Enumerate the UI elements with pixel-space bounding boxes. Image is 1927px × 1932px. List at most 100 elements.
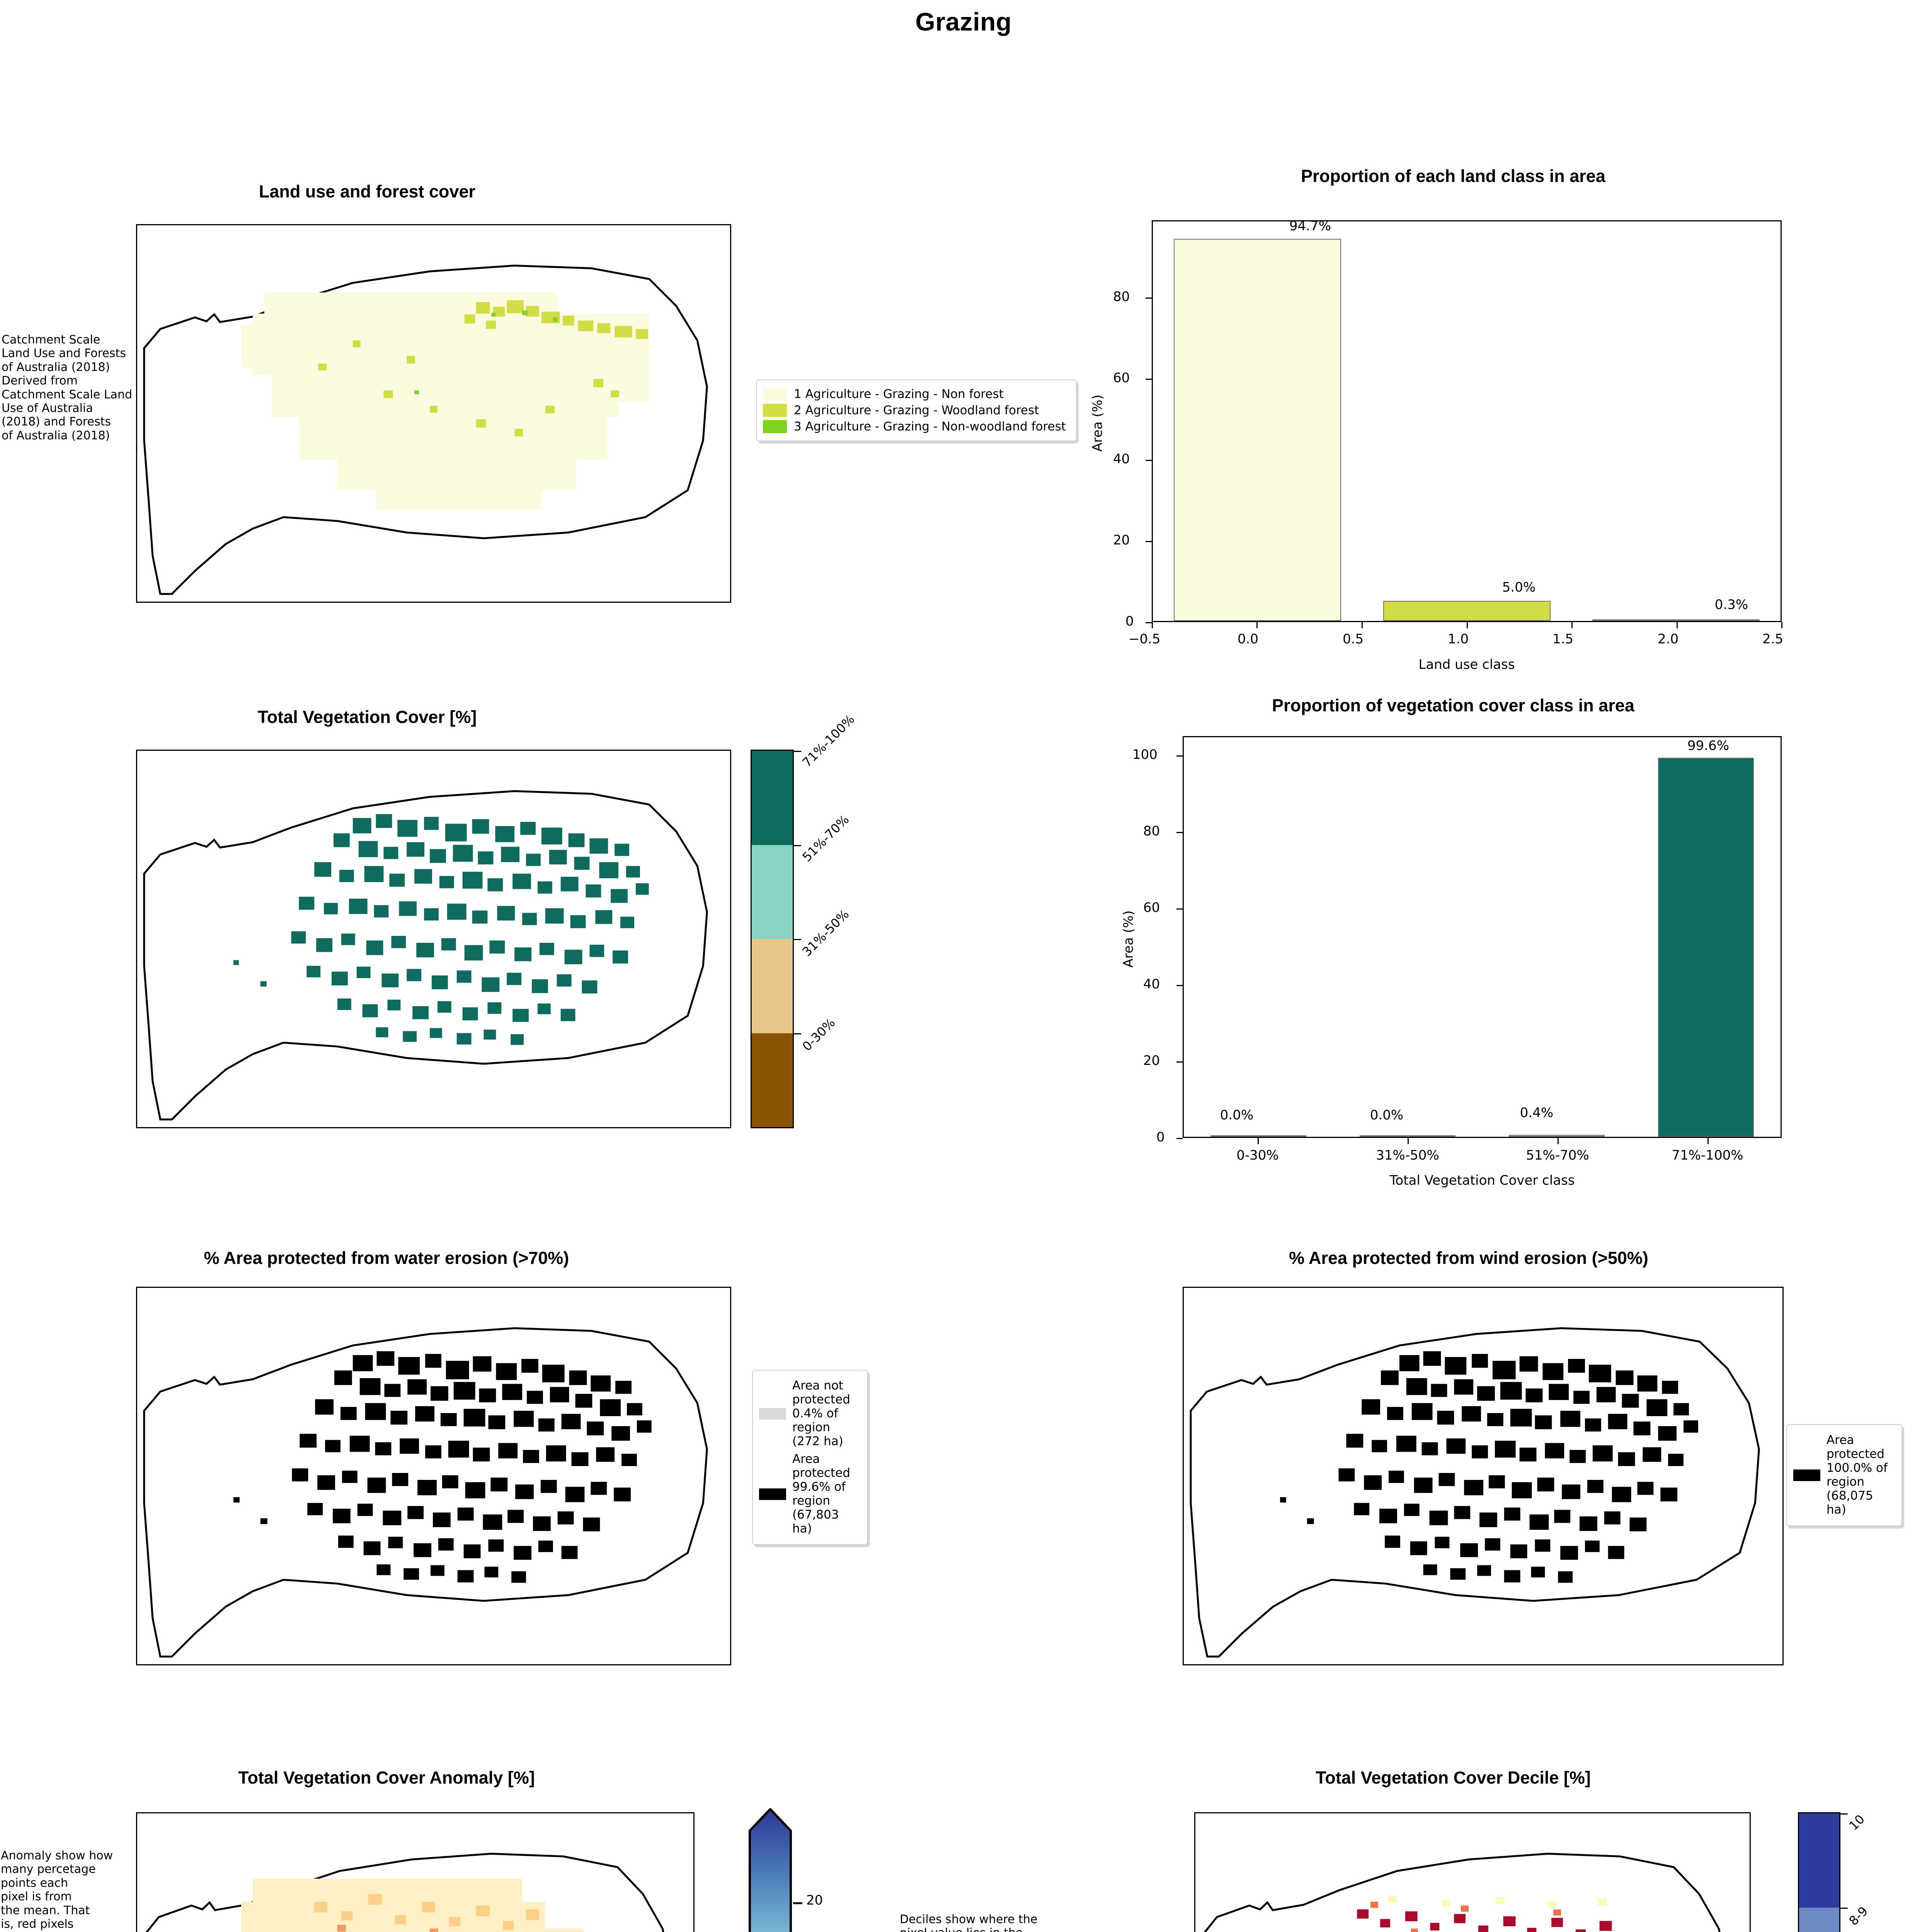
anomaly-map-axes <box>136 1812 695 1932</box>
xtick-label: 0-30% <box>1236 1148 1279 1163</box>
xtick-mark <box>1467 622 1468 628</box>
colorbar-segment <box>752 845 793 939</box>
xtick-mark <box>1256 622 1258 628</box>
landuse-map-caption: Catchment Scale Land Use and Forests of … <box>2 333 132 442</box>
wind-erosion-map-axes <box>1183 1287 1784 1665</box>
bar-value-landclass-1: 5.0% <box>1502 580 1536 595</box>
vegcover-map-canvas <box>137 751 730 1127</box>
ytick-label: 40 <box>1143 976 1160 992</box>
legend-label: Area protected 100.0% of region (68,075 … <box>1827 1433 1888 1517</box>
landuse-map-legend[interactable]: 1 Agriculture - Grazing - Non forest 2 A… <box>756 379 1077 441</box>
ytick-label: 20 <box>1113 532 1130 548</box>
decile-pixels <box>1357 1896 1612 1932</box>
bar-landclass-2 <box>1592 619 1760 621</box>
xtick-mark <box>1408 1138 1409 1144</box>
ytick-mark <box>1146 460 1152 461</box>
bar-value-landclass-0: 94.7% <box>1289 218 1331 234</box>
landuse-pixels <box>241 292 649 510</box>
legend-item: 3 Agriculture - Grazing - Non-woodland f… <box>763 420 1070 434</box>
protected-pixels <box>1280 1351 1698 1583</box>
legend-swatch <box>759 1408 786 1420</box>
bar-vegclass-3 <box>1658 758 1754 1137</box>
xtick-mark <box>1707 1138 1709 1144</box>
anomaly-colorbar[interactable] <box>747 1807 793 1932</box>
colorbar-label: 0-30% <box>799 1015 838 1054</box>
ytick-mark <box>1176 1138 1183 1139</box>
legend-item: Area not protected 0.4% of region (272 h… <box>759 1379 861 1449</box>
water-erosion-legend[interactable]: Area not protected 0.4% of region (272 h… <box>752 1370 868 1545</box>
colorbar-segment <box>1799 1813 1839 1908</box>
anomaly-pixels <box>241 1878 584 1932</box>
vegcover-colorbar[interactable] <box>751 750 801 1128</box>
anomaly-map-caption: Anomaly show how many percetage points e… <box>1 1849 113 1932</box>
decile-colorbar[interactable] <box>1798 1812 1848 1932</box>
bar-vegclass-1 <box>1360 1135 1455 1137</box>
ytick-label: 0 <box>1125 614 1134 629</box>
colorbar-label: 31%-50% <box>799 906 852 959</box>
vegcover-pixels <box>233 814 649 1045</box>
legend-item: 1 Agriculture - Grazing - Non forest <box>763 387 1070 401</box>
vegclass-chart-axes <box>1183 736 1782 1138</box>
xtick-mark <box>1362 622 1363 628</box>
ytick-label: 60 <box>1143 900 1160 915</box>
colorbar-tick <box>793 1902 802 1904</box>
legend-swatch <box>763 404 787 417</box>
ytick-mark <box>1176 832 1183 833</box>
wind-erosion-map-canvas <box>1184 1288 1782 1664</box>
ytick-mark <box>1176 755 1183 757</box>
bar-value-vegclass-3: 99.6% <box>1687 738 1729 753</box>
bar-value-vegclass-2: 0.4% <box>1520 1105 1554 1121</box>
xtick-label: 31%-50% <box>1376 1148 1439 1163</box>
xtick-label: 0.5 <box>1343 631 1364 647</box>
xtick-label: 71%-100% <box>1672 1148 1743 1163</box>
water-erosion-map-title: % Area protected from water erosion (>70… <box>204 1248 569 1268</box>
vegclass-chart-xlabel: Total Vegetation Cover class <box>1389 1173 1575 1188</box>
decile-map-canvas <box>1195 1813 1750 1932</box>
bar-value-vegclass-1: 0.0% <box>1370 1107 1404 1123</box>
ytick-label: 80 <box>1113 289 1130 304</box>
xtick-mark <box>1258 1138 1259 1144</box>
xtick-mark <box>1677 622 1678 628</box>
vegclass-chart-ylabel: Area (%) <box>1121 910 1136 968</box>
region-outline <box>143 790 708 1121</box>
colorbar-label: 71%-100% <box>799 712 858 770</box>
xtick-label: 1.0 <box>1448 631 1469 647</box>
landuse-map-axes <box>136 224 731 603</box>
region-outline <box>143 1327 708 1658</box>
colorbar-label: 8-9 <box>1846 1903 1871 1929</box>
legend-label: Area not protected 0.4% of region (272 h… <box>792 1379 850 1448</box>
decile-map-axes <box>1194 1812 1751 1932</box>
xtick-mark <box>1152 622 1153 628</box>
legend-label: 3 Agriculture - Grazing - Non-woodland f… <box>794 420 1066 434</box>
water-erosion-map-canvas <box>137 1288 730 1664</box>
anomaly-map-canvas <box>137 1813 693 1932</box>
landclass-chart-axes <box>1152 220 1782 622</box>
legend-swatch <box>763 388 787 401</box>
colorbar-segment <box>1799 1907 1839 1932</box>
legend-label: Area protected 99.6% of region (67,803 h… <box>792 1452 850 1536</box>
xtick-label: 0.0 <box>1238 631 1259 647</box>
ytick-mark <box>1176 908 1183 910</box>
ytick-mark <box>1176 1061 1183 1063</box>
ytick-label: 60 <box>1113 370 1130 386</box>
wind-erosion-map-title: % Area protected from wind erosion (>50%… <box>1289 1248 1648 1268</box>
ytick-mark <box>1146 541 1152 542</box>
landuse-map-title: Land use and forest cover <box>259 182 476 201</box>
legend-item: Area protected 99.6% of region (67,803 h… <box>759 1452 861 1536</box>
bar-landclass-1 <box>1383 600 1551 621</box>
region-outline <box>143 264 708 595</box>
legend-label: 1 Agriculture - Grazing - Non forest <box>794 387 1004 401</box>
vegclass-chart-title: Proportion of vegetation cover class in … <box>1272 696 1634 715</box>
vegcover-map-axes <box>136 750 731 1128</box>
legend-label: 2 Agriculture - Grazing - Woodland fores… <box>794 403 1039 417</box>
ytick-mark <box>1176 985 1183 986</box>
decile-map-caption: Deciles show where the pixel value lies … <box>900 1913 1038 1932</box>
xtick-label: 1.5 <box>1552 631 1574 647</box>
wind-erosion-legend[interactable]: Area protected 100.0% of region (68,075 … <box>1786 1424 1902 1526</box>
ytick-label: 20 <box>1143 1053 1160 1068</box>
landclass-chart-xlabel: Land use class <box>1418 657 1515 672</box>
ytick-label: 40 <box>1113 451 1130 467</box>
legend-swatch <box>1793 1469 1820 1481</box>
xtick-label: −0.5 <box>1129 631 1161 647</box>
protected-pixels <box>233 1351 652 1583</box>
